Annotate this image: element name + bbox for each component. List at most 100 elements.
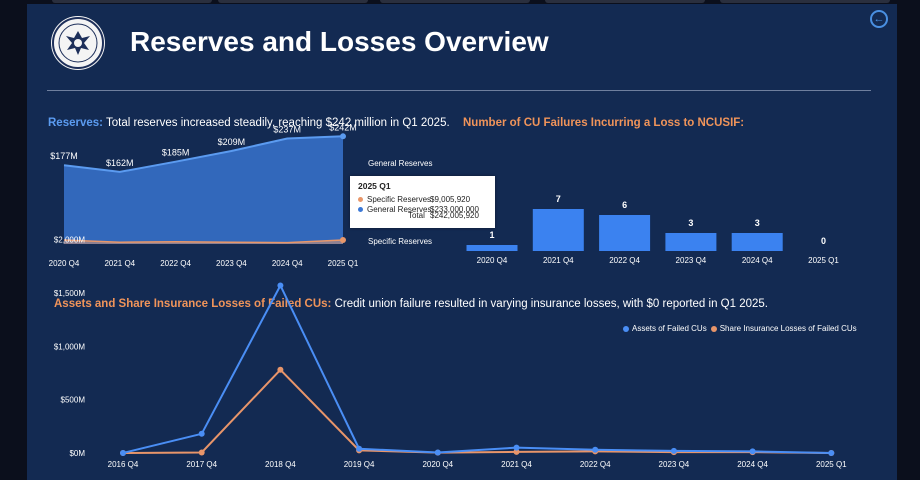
specific-reserves-line [63, 239, 344, 244]
assets-y-tick: $1,500M [54, 289, 85, 298]
failures-data-label: 3 [688, 218, 693, 228]
assets-y-tick: $0M [69, 449, 85, 458]
failures-x-tick: 2025 Q1 [808, 256, 839, 265]
tab-placeholder[interactable] [52, 0, 212, 3]
reserves-caption: Reserves: Total reserves increased stead… [48, 117, 450, 129]
assets-point [749, 448, 756, 455]
reserves-x-tick: 2025 Q1 [328, 259, 359, 268]
reserves-total-label: $185M [162, 148, 190, 158]
assets-x-tick: 2024 Q4 [737, 460, 768, 469]
assets-x-tick: 2019 Q4 [344, 460, 375, 469]
dashboard-panel: ← Reserves and Losses Overview Reserves:… [27, 4, 897, 480]
assets-x-tick: 2017 Q4 [186, 460, 217, 469]
failures-x-tick: 2021 Q4 [543, 256, 574, 265]
losses-dot-icon [710, 325, 717, 332]
assets-x-tick: 2025 Q1 [816, 460, 847, 469]
assets-x-tick: 2016 Q4 [108, 460, 139, 469]
tooltip-row-value: $233,000,000 [430, 205, 479, 214]
tab-placeholder[interactable] [545, 0, 705, 3]
assets-point [277, 282, 284, 289]
tab-placeholder[interactable] [380, 0, 530, 3]
assets-point [828, 450, 835, 456]
tab-placeholder[interactable] [218, 0, 368, 3]
reserves-caption-text: Total reserves increased steadily, reach… [102, 117, 450, 129]
assets-line [122, 283, 832, 454]
assets-y-tick: $500M [61, 396, 86, 405]
assets-y-tick: $1,000M [54, 342, 85, 351]
losses-point [277, 366, 284, 373]
reserves-total-label: $209M [218, 137, 246, 147]
specific-dot-icon [358, 197, 363, 202]
assets-point [434, 449, 441, 456]
failures-data-label: 0 [821, 236, 826, 246]
failures-bar [466, 245, 518, 251]
legend-item-assets[interactable]: Assets of Failed CUs [623, 324, 707, 333]
assets-point [198, 430, 205, 437]
failures-x-tick: 2022 Q4 [609, 256, 640, 265]
reserves-caption-label: Reserves: [48, 117, 103, 129]
reserves-total-label: $177M [50, 151, 78, 161]
page-title: Reserves and Losses Overview [130, 26, 549, 57]
assets-x-tick: 2020 Q4 [422, 460, 453, 469]
charts-canvas: $177M $162M $185M $209M $237M $242M 2020 Q4 202… [49, 122, 848, 469]
general-reserves-line [63, 135, 344, 173]
assets-caption-label: Assets and Share Insurance Losses of Fai… [54, 298, 332, 310]
assets-x-tick: 2018 Q4 [265, 460, 296, 469]
reserves-total-label: $242M [329, 122, 357, 132]
ncua-seal-icon [51, 16, 105, 70]
tooltip-total-value: $242,005,920 [430, 210, 479, 220]
losses-point [513, 448, 520, 455]
assets-chart-legend: Assets of Failed CUs Share Insurance Los… [623, 324, 861, 333]
assets-point [670, 447, 677, 454]
reserves-x-tick: 2023 Q4 [216, 259, 247, 268]
title-divider [47, 90, 871, 91]
reserves-x-tick: 2021 Q4 [104, 259, 135, 268]
tooltip-row-value: $9,005,920 [430, 195, 471, 204]
assets-caption: Assets and Share Insurance Losses of Fai… [54, 298, 768, 310]
general-dot-icon [358, 207, 363, 212]
tooltip-row-label: Specific Reserves [367, 195, 432, 204]
failures-bar [665, 233, 717, 251]
reserves-x-tick: 2024 Q4 [272, 259, 303, 268]
failures-x-tick: 2024 Q4 [742, 256, 773, 265]
assets-point [592, 446, 599, 453]
assets-x-tick: 2023 Q4 [659, 460, 690, 469]
failures-data-label: 7 [556, 194, 561, 204]
losses-point [198, 449, 205, 456]
reserves-tooltip: 2025 Q1 Specific Reserves $9,005,920 Gen… [350, 176, 495, 228]
reserves-total-label: $162M [106, 158, 134, 168]
failures-bar [599, 215, 651, 251]
legend-label: Assets of Failed CUs [632, 324, 707, 333]
back-arrow-icon[interactable]: ← [870, 10, 888, 28]
general-reserves-area [64, 136, 343, 244]
assets-y-tick: $2,000M [54, 236, 85, 245]
reserves-x-tick: 2022 Q4 [160, 259, 191, 268]
assets-caption-text: Credit union failure resulted in varying… [331, 298, 768, 310]
tooltip-row-label: General Reserves [367, 205, 432, 214]
reserves-total-label: $237M [273, 125, 301, 135]
tooltip-row-general: General Reserves $233,000,000 [358, 205, 488, 214]
general-reserves-point [340, 133, 346, 140]
failures-x-tick: 2023 Q4 [676, 256, 707, 265]
failures-data-label: 1 [489, 230, 494, 240]
specific-reserves-label: Specific Reserves [368, 237, 432, 246]
failures-data-label: 6 [622, 200, 627, 210]
tooltip-total-label: Total [408, 210, 425, 220]
failures-caption-label: Number of CU Failures Incurring a Loss t… [463, 117, 745, 129]
assets-point [513, 444, 520, 451]
failures-caption: Number of CU Failures Incurring a Loss t… [463, 117, 744, 129]
tooltip-row-specific: Specific Reserves $9,005,920 [358, 195, 488, 204]
assets-point [120, 450, 126, 456]
failures-bar [532, 209, 584, 251]
assets-x-tick: 2021 Q4 [501, 460, 532, 469]
assets-point [356, 445, 363, 452]
failures-data-label: 3 [755, 218, 760, 228]
general-reserves-label: General Reserves [368, 159, 432, 168]
legend-item-losses[interactable]: Share Insurance Losses of Failed CUs [710, 324, 857, 333]
reserves-x-tick: 2020 Q4 [49, 259, 80, 268]
failures-x-tick: 2020 Q4 [477, 256, 508, 265]
assets-x-tick: 2022 Q4 [580, 460, 611, 469]
assets-dot-icon [623, 325, 629, 332]
legend-label: Share Insurance Losses of Failed CUs [719, 324, 857, 333]
tab-placeholder[interactable] [720, 0, 890, 3]
